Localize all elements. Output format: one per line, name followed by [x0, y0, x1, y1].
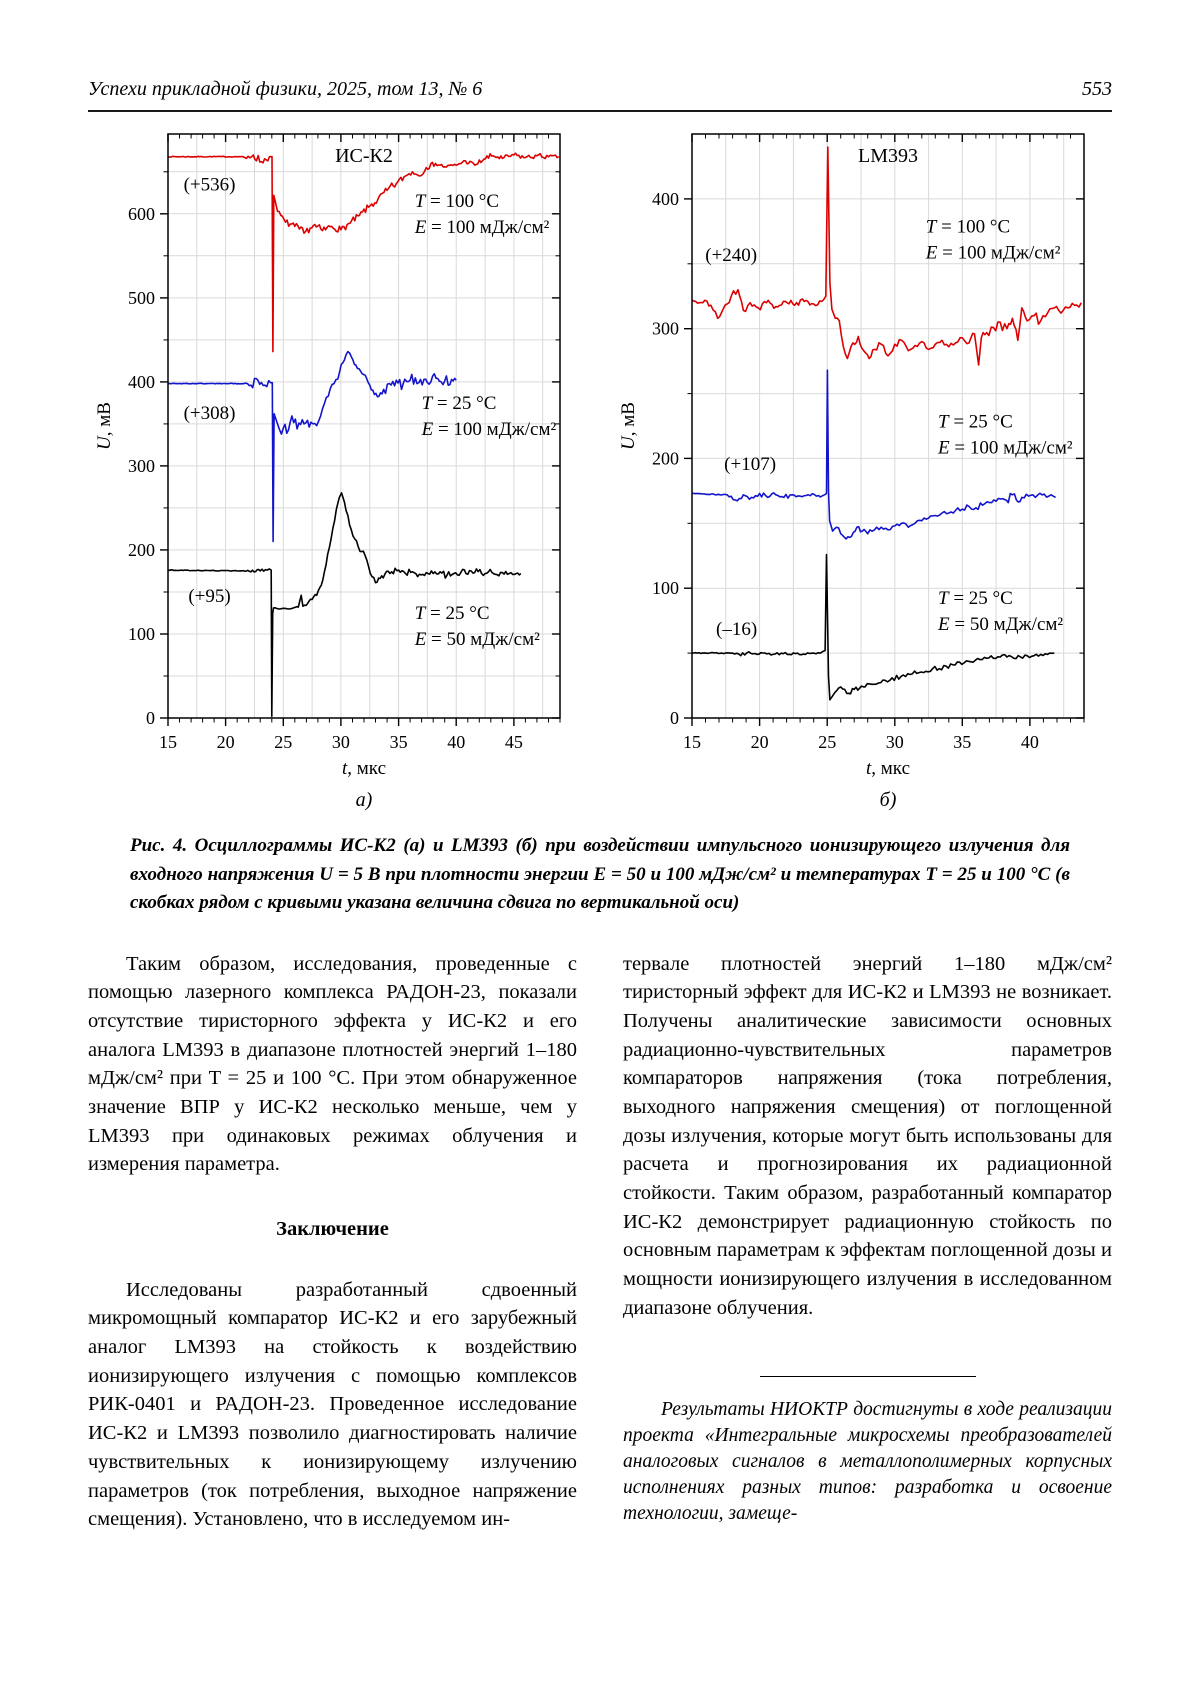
right-column: тервале плотностей энергий 1–180 мДж/см²…	[623, 950, 1112, 1534]
svg-text:E = 50 мДж/см²: E = 50 мДж/см²	[937, 614, 1063, 635]
svg-text:40: 40	[447, 732, 465, 752]
svg-text:200: 200	[128, 540, 155, 560]
svg-text:(+536): (+536)	[184, 174, 236, 195]
paragraph: Исследованы разработанный сдвоенный микр…	[88, 1278, 577, 1531]
left-column: Таким образом, исследования, проведенные…	[88, 950, 577, 1534]
svg-text:(+240): (+240)	[705, 245, 757, 266]
footnote-separator	[759, 1376, 976, 1378]
svg-text:100: 100	[128, 624, 155, 644]
journal-title: Успехи прикладной физики, 2025, том 13, …	[88, 78, 483, 100]
svg-text:t, мкс: t, мкс	[866, 758, 910, 779]
svg-text:(–16): (–16)	[716, 619, 757, 640]
svg-text:E = 50 мДж/см²: E = 50 мДж/см²	[414, 629, 540, 650]
svg-text:E = 100 мДж/см²: E = 100 мДж/см²	[937, 437, 1073, 458]
paragraph: тервале плотностей энергий 1–180 мДж/см²…	[623, 952, 1112, 1319]
svg-text:T = 25 °C: T = 25 °C	[938, 411, 1013, 432]
svg-text:б): б)	[880, 789, 897, 811]
svg-text:t, мкс: t, мкс	[342, 758, 386, 779]
body-text: Таким образом, исследования, проведенные…	[88, 950, 1112, 1534]
svg-text:E = 100 мДж/см²: E = 100 мДж/см²	[925, 243, 1061, 264]
page-number: 553	[1082, 78, 1112, 100]
svg-text:а): а)	[356, 789, 373, 811]
svg-text:30: 30	[332, 732, 350, 752]
svg-text:T = 25 °C: T = 25 °C	[422, 393, 497, 414]
section-heading: Заключение	[276, 1218, 389, 1240]
svg-text:40: 40	[1021, 732, 1039, 752]
footnote: Результаты НИОКТР достигнуты в ходе реал…	[623, 1399, 1112, 1525]
svg-text:U, мВ: U, мВ	[94, 402, 115, 450]
svg-text:35: 35	[390, 732, 408, 752]
svg-text:100: 100	[652, 578, 679, 598]
svg-text:200: 200	[652, 448, 679, 468]
svg-text:20: 20	[217, 732, 235, 752]
svg-text:25: 25	[818, 732, 836, 752]
svg-text:45: 45	[505, 732, 523, 752]
svg-text:300: 300	[652, 319, 679, 339]
figure-caption: Рис. 4. Осциллограммы ИС-К2 (а) и LM393 …	[130, 835, 1070, 913]
oscillogram-chart-a: 15 20 25 30 35 40 45 0 100 200 300 400 500 600 t, мкс U…	[94, 133, 561, 811]
svg-text:35: 35	[953, 732, 971, 752]
svg-text:T = 25 °C: T = 25 °C	[938, 588, 1013, 609]
svg-text:E = 100 мДж/см²: E = 100 мДж/см²	[421, 419, 557, 440]
svg-text:400: 400	[128, 372, 155, 392]
svg-text:300: 300	[128, 456, 155, 476]
svg-text:ИС-К2: ИС-К2	[335, 145, 393, 167]
oscillograms: 15 20 25 30 35 40 45 0 100 200 300 400 500 600 t, мкс U…	[88, 118, 1112, 818]
page-header: Успехи прикладной физики, 2025, том 13, …	[88, 78, 1112, 112]
svg-text:500: 500	[128, 288, 155, 308]
svg-text:U, мВ: U, мВ	[618, 402, 639, 450]
svg-text:T = 25 °C: T = 25 °C	[415, 603, 490, 624]
paragraph: Таким образом, исследования, проведенные…	[88, 952, 577, 1176]
svg-text:400: 400	[652, 189, 679, 209]
svg-text:T = 100 °C: T = 100 °C	[415, 191, 499, 212]
svg-text:0: 0	[146, 708, 155, 728]
svg-text:(+308): (+308)	[184, 403, 236, 424]
svg-text:T = 100 °C: T = 100 °C	[926, 217, 1010, 238]
svg-text:15: 15	[159, 732, 177, 752]
svg-text:25: 25	[274, 732, 292, 752]
svg-text:15: 15	[683, 732, 701, 752]
svg-text:E = 100 мДж/см²: E = 100 мДж/см²	[414, 217, 550, 238]
svg-text:600: 600	[128, 204, 155, 224]
svg-text:LM393: LM393	[858, 145, 918, 167]
svg-text:0: 0	[670, 708, 679, 728]
svg-text:20: 20	[751, 732, 769, 752]
svg-text:30: 30	[886, 732, 904, 752]
svg-text:(+95): (+95)	[188, 586, 230, 607]
figure-4: 15 20 25 30 35 40 45 0 100 200 300 400 500 600 t, мкс U…	[88, 118, 1112, 918]
svg-text:(+107): (+107)	[724, 454, 776, 475]
